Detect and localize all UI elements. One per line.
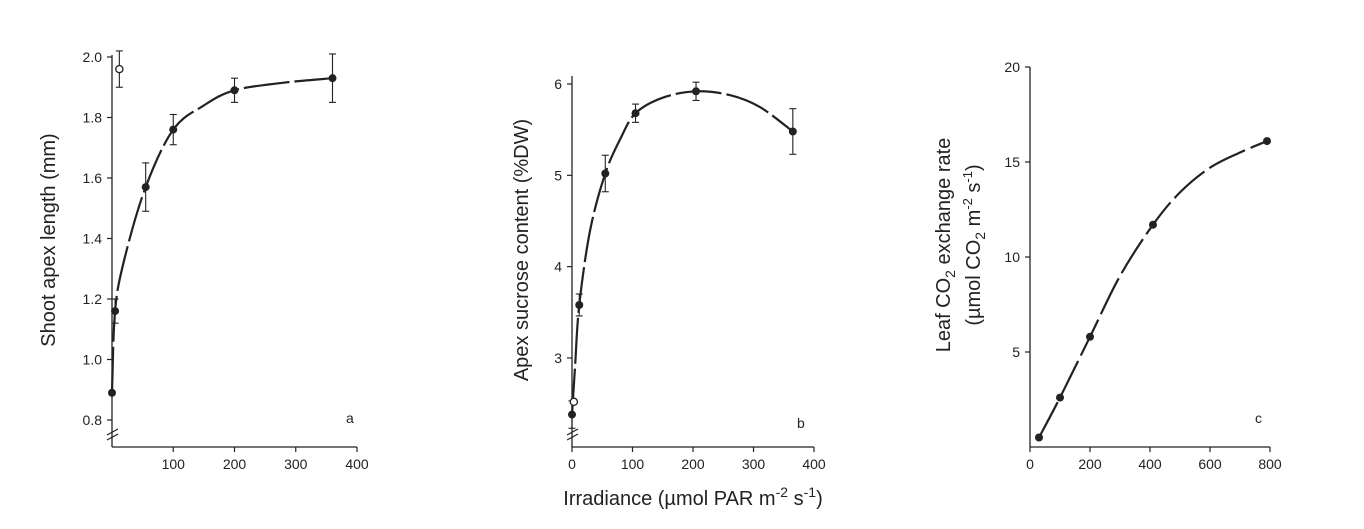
data-point bbox=[1263, 137, 1271, 146]
xlabel-part1: Irradiance (µmol PAR m bbox=[563, 488, 775, 510]
data-point bbox=[575, 300, 584, 309]
data-point bbox=[1149, 220, 1157, 229]
y-tick-label: 0.8 bbox=[83, 412, 103, 428]
y-tick-label: 3 bbox=[554, 350, 562, 366]
shared-xlabel: Irradiance (µmol PAR m-2 s-1) bbox=[563, 484, 822, 510]
panel-a: 0.8 1.0 1.2 1.4 1.6 1.8 2.0 100 200 300 400 bbox=[83, 49, 369, 472]
x-tick-label: 200 bbox=[681, 456, 705, 472]
panel-c-ylabel2-sub: 2 bbox=[972, 232, 988, 240]
x-tick-label: 300 bbox=[742, 456, 766, 472]
y-tick-label: 2.0 bbox=[83, 49, 103, 65]
panel-c-ylabel-line1: Leaf CO2 exchange rate bbox=[933, 138, 958, 353]
panel-c-ylabel2-exp2: -1 bbox=[960, 171, 975, 183]
data-point bbox=[1035, 433, 1043, 442]
y-tick-label: 4 bbox=[554, 259, 562, 275]
x-tick-label: 100 bbox=[162, 456, 186, 472]
y-tick-label: 1.8 bbox=[83, 110, 103, 126]
fitted-curve bbox=[1038, 140, 1268, 439]
x-tick-label: 600 bbox=[1198, 456, 1222, 472]
data-point bbox=[141, 183, 150, 192]
panel-c-ylabel2-mid2: s bbox=[963, 183, 985, 199]
panel-c-label: c bbox=[1255, 410, 1262, 426]
xlabel-end: ) bbox=[816, 488, 823, 510]
panel-c-ylabel2-mid: m bbox=[963, 210, 985, 232]
data-point bbox=[601, 169, 610, 178]
xlabel-mid: s bbox=[788, 488, 804, 510]
x-tick-label: 0 bbox=[568, 456, 576, 472]
x-tick-label: 800 bbox=[1258, 456, 1282, 472]
panel-b-label: b bbox=[797, 415, 805, 431]
y-tick-label: 20 bbox=[1004, 59, 1020, 75]
panel-c-ylabel2-part: (µmol CO bbox=[963, 240, 985, 326]
y-tick-label: 5 bbox=[1012, 344, 1020, 360]
fitted-curve bbox=[110, 77, 333, 393]
x-tick-label: 400 bbox=[802, 456, 826, 472]
panel-c-ylabel-rest: exchange rate bbox=[933, 138, 955, 270]
data-point bbox=[108, 388, 116, 397]
x-tick-label: 400 bbox=[1138, 456, 1162, 472]
panel-b-ylabel: Apex sucrose content (%DW) bbox=[511, 119, 533, 381]
y-tick-label: 6 bbox=[554, 76, 562, 92]
x-tick-label: 300 bbox=[284, 456, 308, 472]
axis-break-mark bbox=[106, 428, 119, 436]
axis-break-mark bbox=[106, 433, 119, 441]
data-point bbox=[169, 125, 178, 134]
data-point bbox=[788, 127, 797, 136]
panel-c-ylabel-part: Leaf CO bbox=[933, 278, 955, 352]
y-tick-label: 1.6 bbox=[83, 170, 103, 186]
y-tick-label: 1.0 bbox=[83, 352, 103, 368]
data-point-open bbox=[115, 64, 124, 74]
panel-c-ylabel2-end: ) bbox=[963, 164, 985, 171]
panel-a-ylabel: Shoot apex length (mm) bbox=[38, 133, 60, 346]
panel-b: 3 4 5 6 0 100 200 300 400 bbox=[554, 76, 826, 472]
x-tick-label: 200 bbox=[223, 456, 247, 472]
data-point bbox=[568, 410, 576, 419]
data-point bbox=[230, 86, 239, 95]
y-tick-label: 1.4 bbox=[83, 231, 103, 247]
x-tick-label: 0 bbox=[1026, 456, 1034, 472]
axis-break-mark bbox=[566, 428, 579, 436]
y-tick-label: 1.2 bbox=[83, 291, 103, 307]
data-point bbox=[631, 109, 640, 118]
x-tick-label: 400 bbox=[345, 456, 369, 472]
xlabel-exp1: -2 bbox=[776, 484, 789, 500]
fitted-curve bbox=[570, 90, 794, 415]
xlabel-exp2: -1 bbox=[804, 484, 817, 500]
data-point bbox=[1056, 393, 1064, 402]
y-tick-label: 15 bbox=[1004, 154, 1020, 170]
panel-c-ylabel-line2: (µmol CO2 m-2 s-1) bbox=[960, 164, 988, 325]
data-point bbox=[1086, 332, 1094, 341]
panel-c-ylabel-sub: 2 bbox=[942, 270, 958, 278]
data-point bbox=[328, 74, 337, 83]
x-tick-label: 200 bbox=[1078, 456, 1102, 472]
panel-c-ylabel2-exp1: -2 bbox=[960, 198, 975, 210]
data-point-open bbox=[569, 397, 579, 407]
data-point bbox=[692, 87, 701, 96]
y-tick-label: 10 bbox=[1004, 249, 1020, 265]
x-tick-label: 100 bbox=[621, 456, 645, 472]
panel-a-label: a bbox=[346, 410, 354, 426]
data-point bbox=[111, 307, 120, 316]
axis-break-mark bbox=[566, 433, 579, 441]
y-tick-label: 5 bbox=[554, 167, 562, 183]
